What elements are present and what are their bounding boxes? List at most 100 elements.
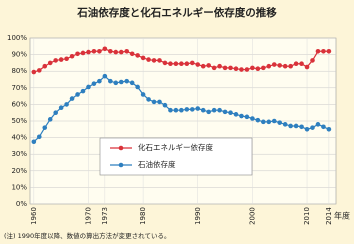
data-point [217, 107, 222, 113]
legend-label: 石油依存度 [138, 159, 176, 169]
data-point [255, 66, 261, 72]
data-point [97, 48, 102, 54]
x-tick-label: 2000 [248, 207, 256, 225]
footnote: (注) 1990年度以降、数値の算出方法が変更されている。 [4, 231, 171, 240]
data-point [47, 117, 53, 122]
data-point [233, 112, 239, 117]
data-point [266, 63, 272, 69]
data-point [157, 99, 162, 105]
data-point [189, 60, 195, 66]
data-point [58, 105, 64, 111]
data-point [233, 66, 239, 72]
data-point [58, 57, 64, 62]
data-point [135, 84, 140, 90]
data-point [217, 63, 222, 69]
data-point [42, 63, 48, 69]
data-point [206, 63, 211, 68]
data-point [222, 109, 228, 115]
data-point [255, 117, 261, 123]
data-point [288, 63, 293, 69]
data-point [200, 107, 206, 113]
y-tick-label: 60% [11, 100, 27, 108]
data-point [282, 63, 288, 69]
data-point [124, 48, 130, 54]
data-point [75, 92, 80, 97]
data-point [271, 118, 277, 124]
data-point [157, 58, 162, 63]
data-point [321, 48, 326, 54]
data-point [168, 107, 173, 113]
data-point [266, 119, 272, 125]
data-point [42, 125, 48, 130]
legend-marker [118, 162, 124, 168]
data-point [179, 61, 184, 67]
x-axis-label: 年度 [334, 211, 350, 221]
data-point [184, 61, 190, 67]
chart-title: 石油依存度と化石エネルギー依存度の推移 [76, 6, 277, 19]
data-point [250, 116, 255, 121]
data-point [244, 67, 250, 72]
data-point [53, 58, 58, 63]
data-point [36, 134, 42, 140]
data-point [91, 48, 97, 54]
data-point [184, 107, 190, 112]
data-point [239, 113, 244, 119]
data-point [113, 49, 119, 55]
data-point [271, 62, 277, 67]
data-point [118, 79, 124, 85]
data-point [162, 102, 168, 108]
data-point [189, 107, 195, 112]
x-tick-label: 1960 [30, 207, 38, 225]
data-point [173, 107, 179, 113]
data-point [108, 48, 113, 54]
y-tick-label: 40% [11, 134, 27, 142]
data-point [80, 88, 86, 94]
data-point [151, 99, 157, 105]
data-point [228, 65, 233, 71]
data-point [250, 65, 255, 71]
data-point [211, 107, 217, 113]
data-point [69, 96, 75, 101]
y-tick-label: 90% [11, 51, 27, 59]
data-point [310, 125, 315, 130]
data-point [321, 124, 326, 130]
y-tick-label: 50% [11, 117, 27, 125]
y-tick-label: 20% [11, 167, 27, 175]
data-point [288, 123, 293, 129]
data-point [86, 84, 91, 90]
x-tick-label: 1980 [139, 207, 147, 225]
data-point [304, 127, 310, 132]
y-tick-label: 80% [11, 67, 27, 75]
data-point [162, 60, 168, 66]
data-point [129, 51, 135, 57]
data-point [75, 51, 80, 57]
data-point [261, 65, 266, 71]
data-point [277, 63, 283, 68]
data-point [151, 58, 157, 63]
legend-label: 化石エネルギー依存度 [138, 142, 213, 152]
data-point [200, 63, 206, 69]
data-point [222, 65, 228, 71]
data-point [69, 53, 75, 59]
data-point [293, 123, 299, 129]
x-tick-label: 1970 [84, 207, 92, 225]
data-point [146, 97, 151, 102]
data-point [206, 109, 211, 115]
data-point [310, 58, 315, 63]
data-point [173, 61, 179, 67]
data-point [211, 65, 217, 71]
data-point [31, 69, 37, 75]
data-point [195, 62, 201, 67]
data-point [282, 122, 288, 127]
data-point [261, 119, 266, 125]
y-tick-label: 10% [11, 183, 27, 191]
data-point [326, 127, 332, 132]
data-point [102, 46, 108, 52]
data-point [293, 61, 299, 67]
legend-box [99, 137, 253, 176]
data-point [315, 48, 321, 54]
y-tick-label: 100% [7, 34, 27, 42]
data-point [64, 56, 69, 62]
data-point [168, 61, 173, 67]
